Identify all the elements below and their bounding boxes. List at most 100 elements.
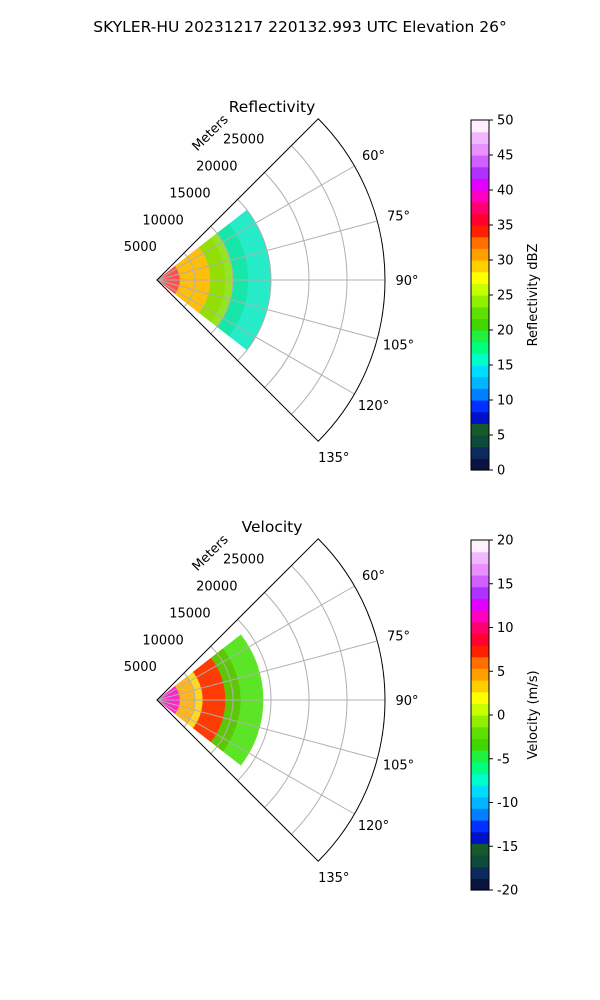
colorbar-swatch (471, 260, 489, 273)
colorbar-swatch (471, 248, 489, 261)
colorbar-swatch (471, 400, 489, 413)
azimuth-gridline (156, 165, 355, 281)
colorbar-swatch (471, 855, 489, 868)
range-tick-label: 20000 (196, 580, 237, 595)
azimuth-tick-label: 135° (318, 451, 349, 466)
colorbar-tick-label: 40 (497, 184, 514, 199)
colorbar-swatch (471, 551, 489, 564)
colorbar-swatch (471, 143, 489, 156)
colorbar-swatch (471, 178, 489, 191)
reflectivity-title: Reflectivity (229, 98, 316, 116)
colorbar-swatch (471, 680, 489, 693)
range-tick-label: 15000 (169, 186, 210, 201)
colorbar-swatch (471, 376, 489, 389)
colorbar-swatch (471, 575, 489, 588)
colorbar-swatch (471, 691, 489, 704)
colorbar-swatch (471, 271, 489, 284)
azimuth-gridline (156, 640, 378, 701)
azimuth-tick-label: 135° (318, 871, 349, 886)
colorbar-tick-label: -10 (497, 796, 518, 811)
velocity-panel: Velocity 60° 75° 90° 105° 120° 135° 5000 10000 1… (124, 518, 541, 899)
colorbar-label: Reflectivity dBZ (526, 244, 541, 347)
colorbar-swatch (471, 773, 489, 786)
colorbar-swatch (471, 306, 489, 319)
azimuth-gridline (156, 220, 378, 281)
range-tick-label: 15000 (169, 606, 210, 621)
colorbar-tick-label: -20 (497, 884, 518, 899)
colorbar-swatch (471, 131, 489, 144)
colorbar-swatch (471, 330, 489, 343)
colorbar-swatch (471, 423, 489, 436)
colorbar-swatch (471, 878, 489, 891)
colorbar-tick-label: 10 (497, 394, 514, 409)
azimuth-gridline (156, 699, 355, 815)
colorbar-swatch (471, 446, 489, 459)
colorbar-swatch (471, 645, 489, 658)
colorbar-swatch (471, 295, 489, 308)
colorbar-tick-label: 0 (497, 464, 505, 479)
colorbar-swatch (471, 656, 489, 669)
reflectivity-polar-axes: 60° 75° 90° 105° 120° 135° 5000 10000 15000 20000… (124, 112, 419, 465)
azimuth-tick-label: 60° (362, 149, 385, 164)
azimuth-tick-label: 75° (387, 629, 410, 644)
range-tick-label: 25000 (223, 133, 264, 148)
colorbar-tick-label: 15 (497, 359, 514, 374)
colorbar-swatch (471, 155, 489, 168)
colorbar-tick-label: 20 (497, 534, 514, 549)
colorbar-swatch (471, 540, 489, 553)
colorbar-swatch (471, 586, 489, 599)
colorbar-swatch (471, 201, 489, 214)
polar-frame (156, 538, 386, 862)
azimuth-tick-label: 120° (358, 819, 389, 834)
colorbar-tick-label: 25 (497, 289, 514, 304)
azimuth-tick-label: 60° (362, 569, 385, 584)
colorbar-swatch (471, 785, 489, 798)
colorbar-tick-label: -5 (497, 752, 510, 767)
polar-frame (156, 118, 386, 442)
colorbar-tick-label: 5 (497, 429, 505, 444)
colorbar-swatch (471, 190, 489, 203)
range-tick-label: 25000 (223, 553, 264, 568)
colorbar-tick-label: 35 (497, 219, 514, 234)
colorbar-swatch (471, 120, 489, 133)
colorbar-tick-label: -15 (497, 840, 518, 855)
colorbar-swatch (471, 668, 489, 681)
colorbar-swatch (471, 353, 489, 366)
colorbar-swatch (471, 318, 489, 331)
colorbar-swatch (471, 435, 489, 448)
range-tick-label: 10000 (142, 633, 183, 648)
colorbar-swatch (471, 283, 489, 296)
colorbar-swatch (471, 610, 489, 623)
velocity-colorbar: -20 -15 -10 -5 0 5 10 15 20 Velocity (m/s) (470, 534, 541, 899)
colorbar-tick-label: 20 (497, 324, 514, 339)
colorbar-swatch (471, 866, 489, 879)
colorbar-tick-label: 30 (497, 254, 514, 269)
azimuth-tick-label: 105° (383, 339, 414, 354)
colorbar-label: Velocity (m/s) (526, 670, 541, 759)
azimuth-tick-label: 105° (383, 759, 414, 774)
colorbar-swatch (471, 703, 489, 716)
colorbar-swatch (471, 633, 489, 646)
colorbar-swatch (471, 213, 489, 226)
velocity-title: Velocity (242, 518, 303, 536)
azimuth-tick-label: 75° (387, 209, 410, 224)
colorbar-swatch (471, 458, 489, 471)
colorbar-swatch (471, 225, 489, 238)
azimuth-gridline (156, 585, 355, 701)
colorbar-swatch (471, 796, 489, 809)
azimuth-tick-label: 90° (395, 274, 418, 289)
range-tick-label: 5000 (124, 240, 157, 255)
colorbar-tick-label: 45 (497, 149, 514, 164)
reflectivity-colorbar: 0 5 10 15 20 25 30 35 40 45 50 Reflectivity dBZ (470, 114, 541, 479)
azimuth-gridline (156, 279, 378, 340)
range-tick-label: 10000 (142, 213, 183, 228)
colorbar-swatch (471, 563, 489, 576)
colorbar-swatch (471, 750, 489, 763)
colorbar-tick-label: 15 (497, 577, 514, 592)
colorbar-swatch (471, 808, 489, 821)
reflectivity-panel: Reflectivity 60° 75° 90° 105° 120° 135° 5000 10… (124, 98, 541, 479)
colorbar-swatch (471, 411, 489, 424)
azimuth-tick-label: 120° (358, 399, 389, 414)
colorbar-tick-label: 0 (497, 709, 505, 724)
